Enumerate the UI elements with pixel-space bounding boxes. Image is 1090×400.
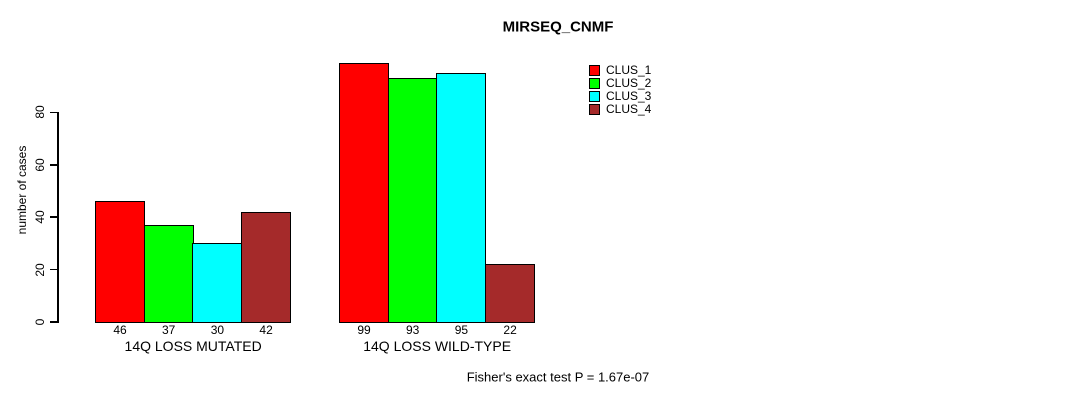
group-label: 14Q LOSS WILD-TYPE: [363, 338, 512, 354]
y-axis-tick: [50, 321, 57, 323]
legend-swatch-clus_1: [589, 65, 600, 76]
bar-clus_3-group1: [192, 243, 243, 324]
y-axis-tick: [50, 111, 57, 114]
bar-value-label: 46: [113, 323, 127, 337]
bar-value-label: 93: [406, 323, 420, 337]
bar-clus_3-group2: [436, 73, 487, 324]
bar-clus_2-group2: [387, 78, 438, 324]
y-tick-label: 20: [33, 262, 47, 277]
legend-swatch-clus_4: [589, 104, 600, 115]
y-axis-line: [57, 112, 59, 324]
y-axis-tick: [50, 164, 57, 166]
y-axis-tick: [50, 268, 57, 271]
legend-item: CLUS_3: [589, 90, 651, 103]
y-tick-label: 40: [33, 210, 47, 224]
bar-value-label: 22: [503, 323, 517, 337]
legend-item-label: CLUS_4: [606, 102, 652, 116]
bar-clus_1-group2: [339, 62, 389, 324]
legend: CLUS_1 CLUS_2 CLUS_3 CLUS_4: [589, 64, 651, 116]
y-axis-title: number of cases: [15, 145, 29, 235]
bar-clus_1-group1: [95, 201, 145, 324]
bar-clus_4-group2: [485, 264, 536, 324]
y-tick-label: 80: [33, 105, 47, 120]
legend-item-label: CLUS_2: [606, 76, 652, 90]
chart-title: MIRSEQ_CNMF: [502, 18, 614, 36]
legend-swatch-clus_3: [589, 91, 600, 102]
legend-item-label: CLUS_1: [606, 63, 652, 77]
legend-item: CLUS_2: [589, 77, 651, 90]
legend-item-label: CLUS_3: [606, 89, 652, 103]
bar-value-label: 95: [454, 323, 469, 337]
bar-clus_4-group1: [241, 211, 292, 324]
bar-value-label: 30: [210, 323, 225, 337]
bar-value-label: 99: [357, 323, 371, 337]
legend-item: CLUS_1: [589, 64, 651, 77]
group-label: 14Q LOSS MUTATED: [124, 338, 262, 354]
legend-item: CLUS_4: [589, 103, 651, 116]
y-tick-label: 60: [33, 158, 47, 172]
stat-test-caption: Fisher's exact test P = 1.67e-07: [466, 369, 650, 385]
y-tick-label: 0: [33, 318, 47, 326]
bar-value-label: 37: [162, 323, 176, 337]
bar-value-label: 42: [259, 323, 273, 337]
y-axis-tick: [50, 216, 57, 218]
legend-swatch-clus_2: [589, 78, 600, 89]
bar-clus_2-group1: [143, 225, 194, 324]
